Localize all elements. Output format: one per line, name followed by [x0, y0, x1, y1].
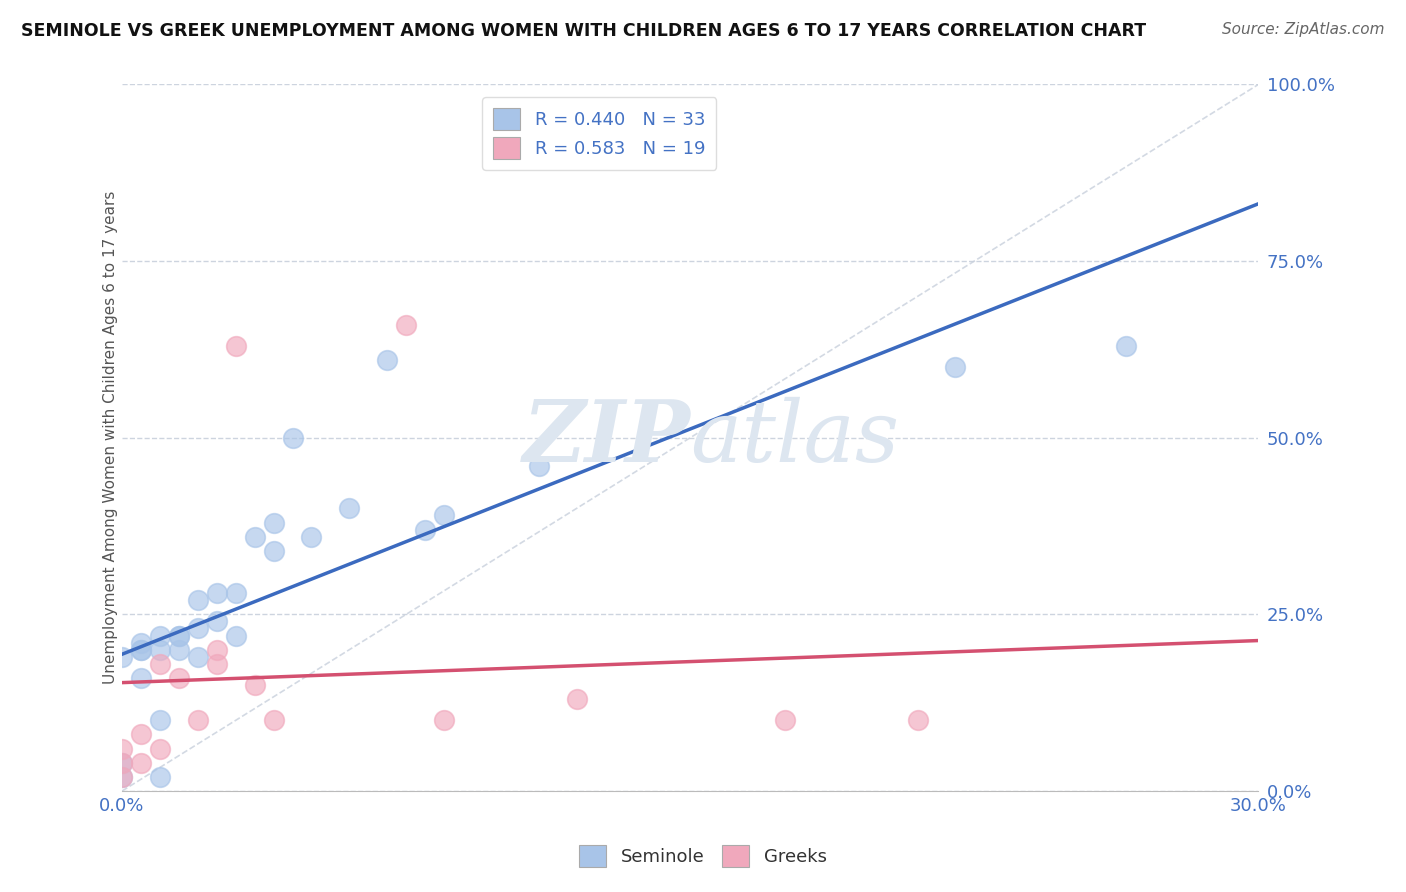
Point: [395, 318, 418, 332]
Point: [243, 678, 266, 692]
Point: [111, 756, 134, 770]
Text: Source: ZipAtlas.com: Source: ZipAtlas.com: [1222, 22, 1385, 37]
Point: [187, 622, 209, 636]
Point: [205, 586, 228, 600]
Point: [149, 770, 172, 784]
Point: [129, 727, 152, 741]
Point: [111, 770, 134, 784]
Point: [187, 649, 209, 664]
Point: [111, 649, 134, 664]
Point: [263, 516, 285, 530]
Point: [187, 714, 209, 728]
Point: [205, 615, 228, 629]
Point: [205, 642, 228, 657]
Point: [773, 714, 796, 728]
Point: [301, 530, 323, 544]
Point: [167, 642, 190, 657]
Text: atlas: atlas: [690, 396, 900, 479]
Y-axis label: Unemployment Among Women with Children Ages 6 to 17 years: Unemployment Among Women with Children A…: [104, 191, 118, 684]
Point: [167, 629, 190, 643]
Point: [167, 629, 190, 643]
Point: [527, 458, 550, 473]
Point: [413, 523, 436, 537]
Point: [243, 530, 266, 544]
Point: [149, 642, 172, 657]
Point: [945, 360, 967, 375]
Point: [433, 714, 456, 728]
Point: [149, 629, 172, 643]
Point: [167, 671, 190, 685]
Legend: R = 0.440   N = 33, R = 0.583   N = 19: R = 0.440 N = 33, R = 0.583 N = 19: [482, 97, 716, 170]
Point: [433, 508, 456, 523]
Point: [263, 714, 285, 728]
Point: [187, 593, 209, 607]
Legend: Seminole, Greeks: Seminole, Greeks: [572, 838, 834, 874]
Point: [225, 586, 247, 600]
Point: [205, 657, 228, 671]
Text: ZIP: ZIP: [523, 396, 690, 480]
Point: [337, 501, 360, 516]
Point: [225, 339, 247, 353]
Point: [263, 543, 285, 558]
Point: [111, 770, 134, 784]
Point: [281, 431, 304, 445]
Point: [149, 741, 172, 756]
Point: [129, 635, 152, 649]
Point: [565, 692, 588, 706]
Point: [149, 714, 172, 728]
Point: [111, 741, 134, 756]
Point: [375, 353, 398, 368]
Point: [149, 657, 172, 671]
Point: [129, 756, 152, 770]
Text: SEMINOLE VS GREEK UNEMPLOYMENT AMONG WOMEN WITH CHILDREN AGES 6 TO 17 YEARS CORR: SEMINOLE VS GREEK UNEMPLOYMENT AMONG WOM…: [21, 22, 1146, 40]
Point: [129, 642, 152, 657]
Point: [129, 671, 152, 685]
Point: [225, 629, 247, 643]
Point: [1115, 339, 1137, 353]
Point: [907, 714, 929, 728]
Point: [111, 756, 134, 770]
Point: [129, 642, 152, 657]
